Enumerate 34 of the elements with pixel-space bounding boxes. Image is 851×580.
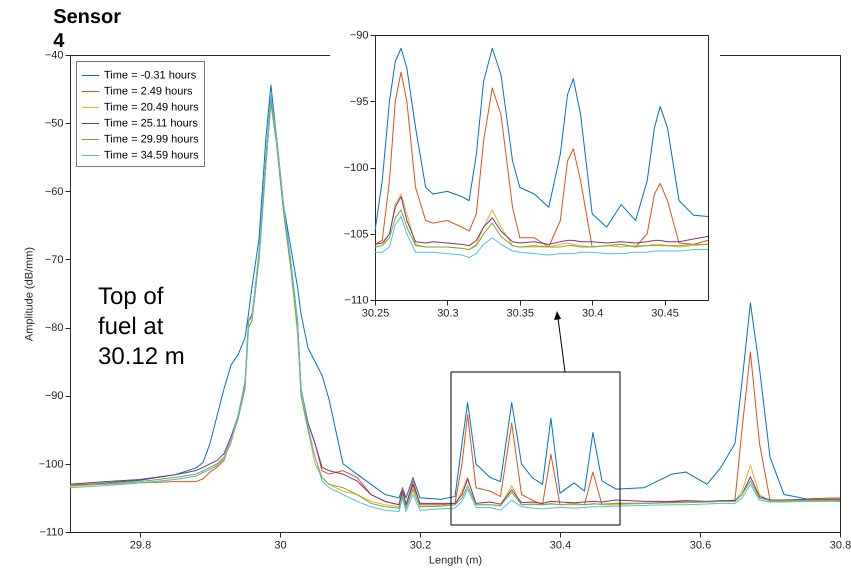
legend-label: Time = 34.59 hours [104, 150, 200, 162]
x-tick-label: 30 [274, 540, 287, 552]
x-tick-label: 30.2 [410, 540, 432, 552]
x-tick-label: 30.45 [651, 308, 679, 320]
y-tick-label: −50 [44, 118, 64, 130]
y-tick-label: −110 [344, 294, 368, 306]
y-axis-title: Amplitude (dB/mm) [24, 246, 36, 342]
x-axis-title: Length (m) [428, 554, 482, 566]
y-tick-label: −90 [350, 30, 368, 42]
x-tick-label: 29.8 [130, 540, 152, 552]
chart-title: Sensor 4 [53, 6, 122, 52]
x-tick-label: 30.35 [506, 308, 534, 320]
legend-label: Time = 29.99 hours [104, 134, 200, 146]
annotation: Top of fuel at 30.12 m [98, 283, 185, 370]
y-tick-label: −100 [38, 458, 64, 470]
y-tick-label: −110 [40, 526, 64, 538]
legend-label: Time = -0.31 hours [104, 70, 197, 82]
y-tick-label: −40 [44, 50, 64, 62]
y-tick-label: −95 [350, 96, 368, 108]
y-tick-label: −70 [44, 254, 64, 266]
legend-label: Time = 25.11 hours [104, 118, 198, 130]
legend-label: Time = 20.49 hours [104, 102, 200, 114]
y-tick-label: −80 [44, 322, 64, 334]
x-tick-label: 30.8 [830, 540, 851, 552]
y-tick-label: −105 [344, 228, 368, 240]
y-tick-label: −60 [44, 186, 64, 198]
legend-label: Time = 2.49 hours [104, 86, 194, 98]
x-tick-label: 30.6 [690, 540, 712, 552]
x-tick-label: 30.4 [550, 540, 572, 552]
y-tick-label: −90 [44, 390, 64, 402]
x-tick-label: 30.25 [362, 308, 390, 320]
y-tick-label: −100 [344, 162, 368, 174]
x-tick-label: 30.4 [582, 308, 604, 320]
x-tick-label: 30.3 [437, 308, 459, 320]
